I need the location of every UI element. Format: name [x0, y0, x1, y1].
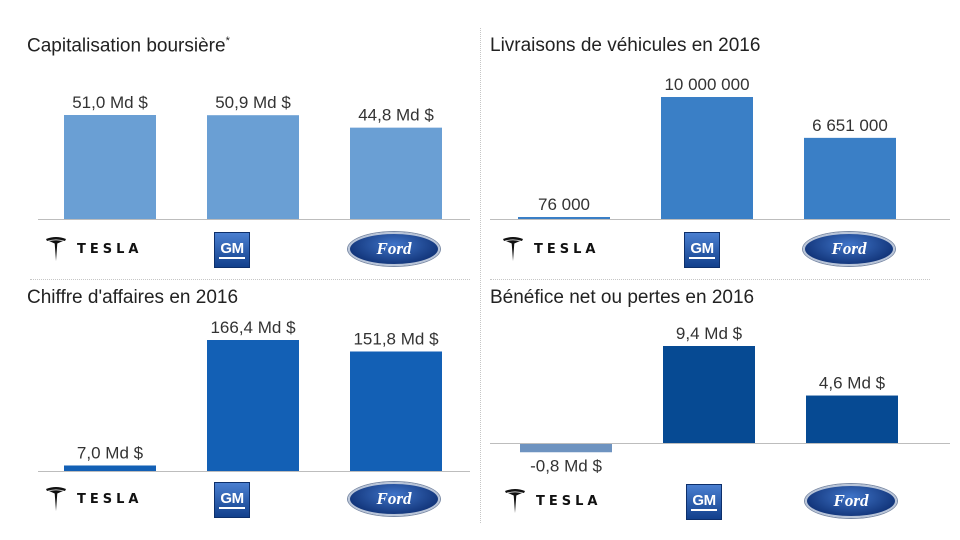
ford-wordmark: Ford — [376, 239, 412, 258]
vertical-divider — [480, 28, 481, 523]
gm-logo: GM — [684, 232, 720, 268]
bar-tesla — [64, 115, 156, 219]
ford-wordmark: Ford — [833, 491, 869, 510]
ford-wordmark: Ford — [831, 239, 867, 258]
tesla-t-icon — [505, 489, 525, 513]
tesla-logo: TESLA — [45, 486, 142, 512]
chart-title: Chiffre d'affaires en 2016 — [27, 287, 238, 309]
bar-tesla — [64, 465, 156, 471]
chart-title-text: Capitalisation boursière — [27, 35, 226, 57]
data-label-ford: 4,6 Md $ — [819, 374, 886, 393]
data-label-tesla: 7,0 Md $ — [77, 443, 144, 462]
data-label-gm: 50,9 Md $ — [215, 93, 291, 112]
chart-panel-deliveries: Livraisons de véhicules en 2016 76 000 10… — [480, 0, 960, 270]
tesla-t-icon — [46, 237, 66, 261]
tesla-t-icon — [46, 487, 66, 511]
data-label-gm: 166,4 Md $ — [210, 318, 296, 337]
bar-chart: 76 000 10 000 000 6 651 000 — [490, 75, 950, 220]
ford-wordmark: Ford — [376, 489, 412, 508]
ford-logo: Ford — [803, 232, 895, 266]
gm-wordmark: GM — [219, 240, 245, 259]
bar-chart: 7,0 Md $ 166,4 Md $ 151,8 Md $ — [38, 318, 470, 472]
ford-logo: Ford — [805, 484, 897, 518]
bar-chart: -0,8 Md $ 9,4 Md $ 4,6 Md $ — [490, 324, 950, 475]
data-label-tesla: 51,0 Md $ — [72, 93, 148, 112]
bar-gm — [661, 97, 753, 219]
gm-wordmark: GM — [689, 240, 715, 259]
gm-wordmark: GM — [219, 490, 245, 509]
tesla-t-icon — [503, 237, 523, 261]
bar-chart: 51,0 Md $ 50,9 Md $ 44,8 Md $ — [38, 93, 470, 220]
bar-tesla — [520, 444, 612, 453]
data-label-tesla: -0,8 Md $ — [530, 456, 602, 475]
chart-panel-revenue: Chiffre d'affaires en 2016 7,0 Md $ 166,4… — [0, 270, 480, 540]
gm-logo: GM — [214, 232, 250, 268]
data-label-tesla: 76 000 — [538, 195, 590, 214]
chart-title-footnote-mark: * — [225, 35, 230, 47]
data-label-ford: 151,8 Md $ — [353, 329, 439, 348]
tesla-wordmark: TESLA — [77, 491, 143, 507]
bar-tesla — [518, 217, 610, 219]
tesla-wordmark: TESLA — [536, 493, 602, 509]
tesla-logo: TESLA — [504, 488, 601, 514]
data-label-gm: 10 000 000 — [664, 75, 749, 94]
chart-panel-market-cap: Capitalisation boursière* 51,0 Md $ 50,9 … — [0, 0, 480, 270]
chart-title-text: Chiffre d'affaires en 2016 — [27, 287, 239, 308]
chart-title: Capitalisation boursière* — [27, 35, 230, 57]
bar-gm — [207, 340, 299, 471]
bar-ford — [806, 395, 898, 443]
bar-ford — [804, 137, 896, 219]
bar-ford — [350, 127, 442, 219]
gm-wordmark: GM — [691, 492, 717, 511]
tesla-wordmark: TESLA — [534, 241, 600, 257]
chart-panel-net-income: Bénéfice net ou pertes en 2016 -0,8 Md $… — [480, 270, 960, 540]
data-label-ford: 44,8 Md $ — [358, 106, 434, 125]
tesla-wordmark: TESLA — [77, 241, 143, 257]
chart-title-text: Bénéfice net ou pertes en 2016 — [490, 287, 755, 308]
horizontal-divider-left — [30, 279, 470, 280]
ford-logo: Ford — [348, 232, 440, 266]
gm-logo: GM — [686, 484, 722, 520]
ford-logo: Ford — [348, 482, 440, 516]
gm-logo: GM — [214, 482, 250, 518]
tesla-logo: TESLA — [502, 236, 599, 262]
bar-gm — [663, 346, 755, 443]
chart-title-text: Livraisons de véhicules en 2016 — [490, 35, 761, 56]
tesla-logo: TESLA — [45, 236, 142, 262]
horizontal-divider-right — [490, 279, 930, 280]
chart-title: Livraisons de véhicules en 2016 — [490, 35, 760, 57]
data-label-gm: 9,4 Md $ — [676, 324, 743, 343]
bar-ford — [350, 351, 442, 471]
chart-title: Bénéfice net ou pertes en 2016 — [490, 287, 754, 309]
bar-gm — [207, 115, 299, 219]
data-label-ford: 6 651 000 — [812, 116, 888, 135]
